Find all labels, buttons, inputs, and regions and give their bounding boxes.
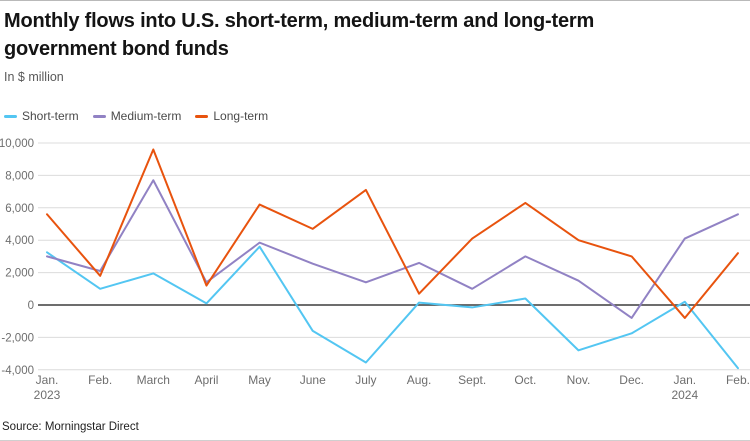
legend-label-short-term: Short-term [22,109,79,123]
long-term-line-swatch [195,114,209,118]
x-tick-sublabel: 2024 [671,388,698,402]
series-line-long-term [46,148,739,319]
y-tick-label: -4,000 [1,365,34,377]
x-tick-label: Jan. [36,373,59,387]
chart-title: Monthly flows into U.S. short-term, medi… [4,10,595,61]
x-tick-label: Oct. [514,373,536,387]
chart-legend: Short-term Medium-term Long-term [4,109,268,123]
y-tick-label: 6,000 [5,203,34,215]
x-tick-label: Sept. [458,373,486,387]
legend-label-medium-term: Medium-term [110,109,182,123]
chart-subtitle: In $ million [4,70,64,84]
y-tick-label: 8,000 [5,170,34,182]
series-line-medium-term [46,179,739,319]
x-tick-label: April [194,373,218,387]
source-note: Source: Morningstar Direct [2,421,139,433]
legend-item-long-term: Long-term [195,109,268,123]
y-tick-label: 0 [28,300,34,312]
x-tick-label: Nov. [567,373,591,387]
x-tick-label: Feb. [726,373,750,387]
x-tick-label: June [300,373,326,387]
top-divider [0,0,750,1]
x-tick-label: Aug. [407,373,432,387]
legend-label-long-term: Long-term [213,109,269,123]
y-tick-label: 10,000 [0,138,34,150]
legend-item-medium-term: Medium-term [92,109,182,123]
x-tick-sublabel: 2023 [34,388,61,402]
y-tick-label: 2,000 [5,268,34,280]
x-tick-label: Feb. [88,373,112,387]
series-line-short-term [46,245,739,370]
short-term-line-swatch [4,114,17,118]
x-tick-label: Dec. [619,373,644,387]
x-tick-label: July [355,373,376,387]
line-chart: 10,0008,0006,0004,0002,0000-2,000-4,000J… [0,138,750,402]
x-tick-label: March [137,373,170,387]
medium-term-line-swatch [92,114,106,118]
x-tick-label: Jan. [673,373,696,387]
y-tick-label: -2,000 [1,332,34,344]
legend-item-short-term: Short-term [4,109,79,123]
y-tick-label: 4,000 [5,235,34,247]
x-tick-label: May [248,373,271,387]
